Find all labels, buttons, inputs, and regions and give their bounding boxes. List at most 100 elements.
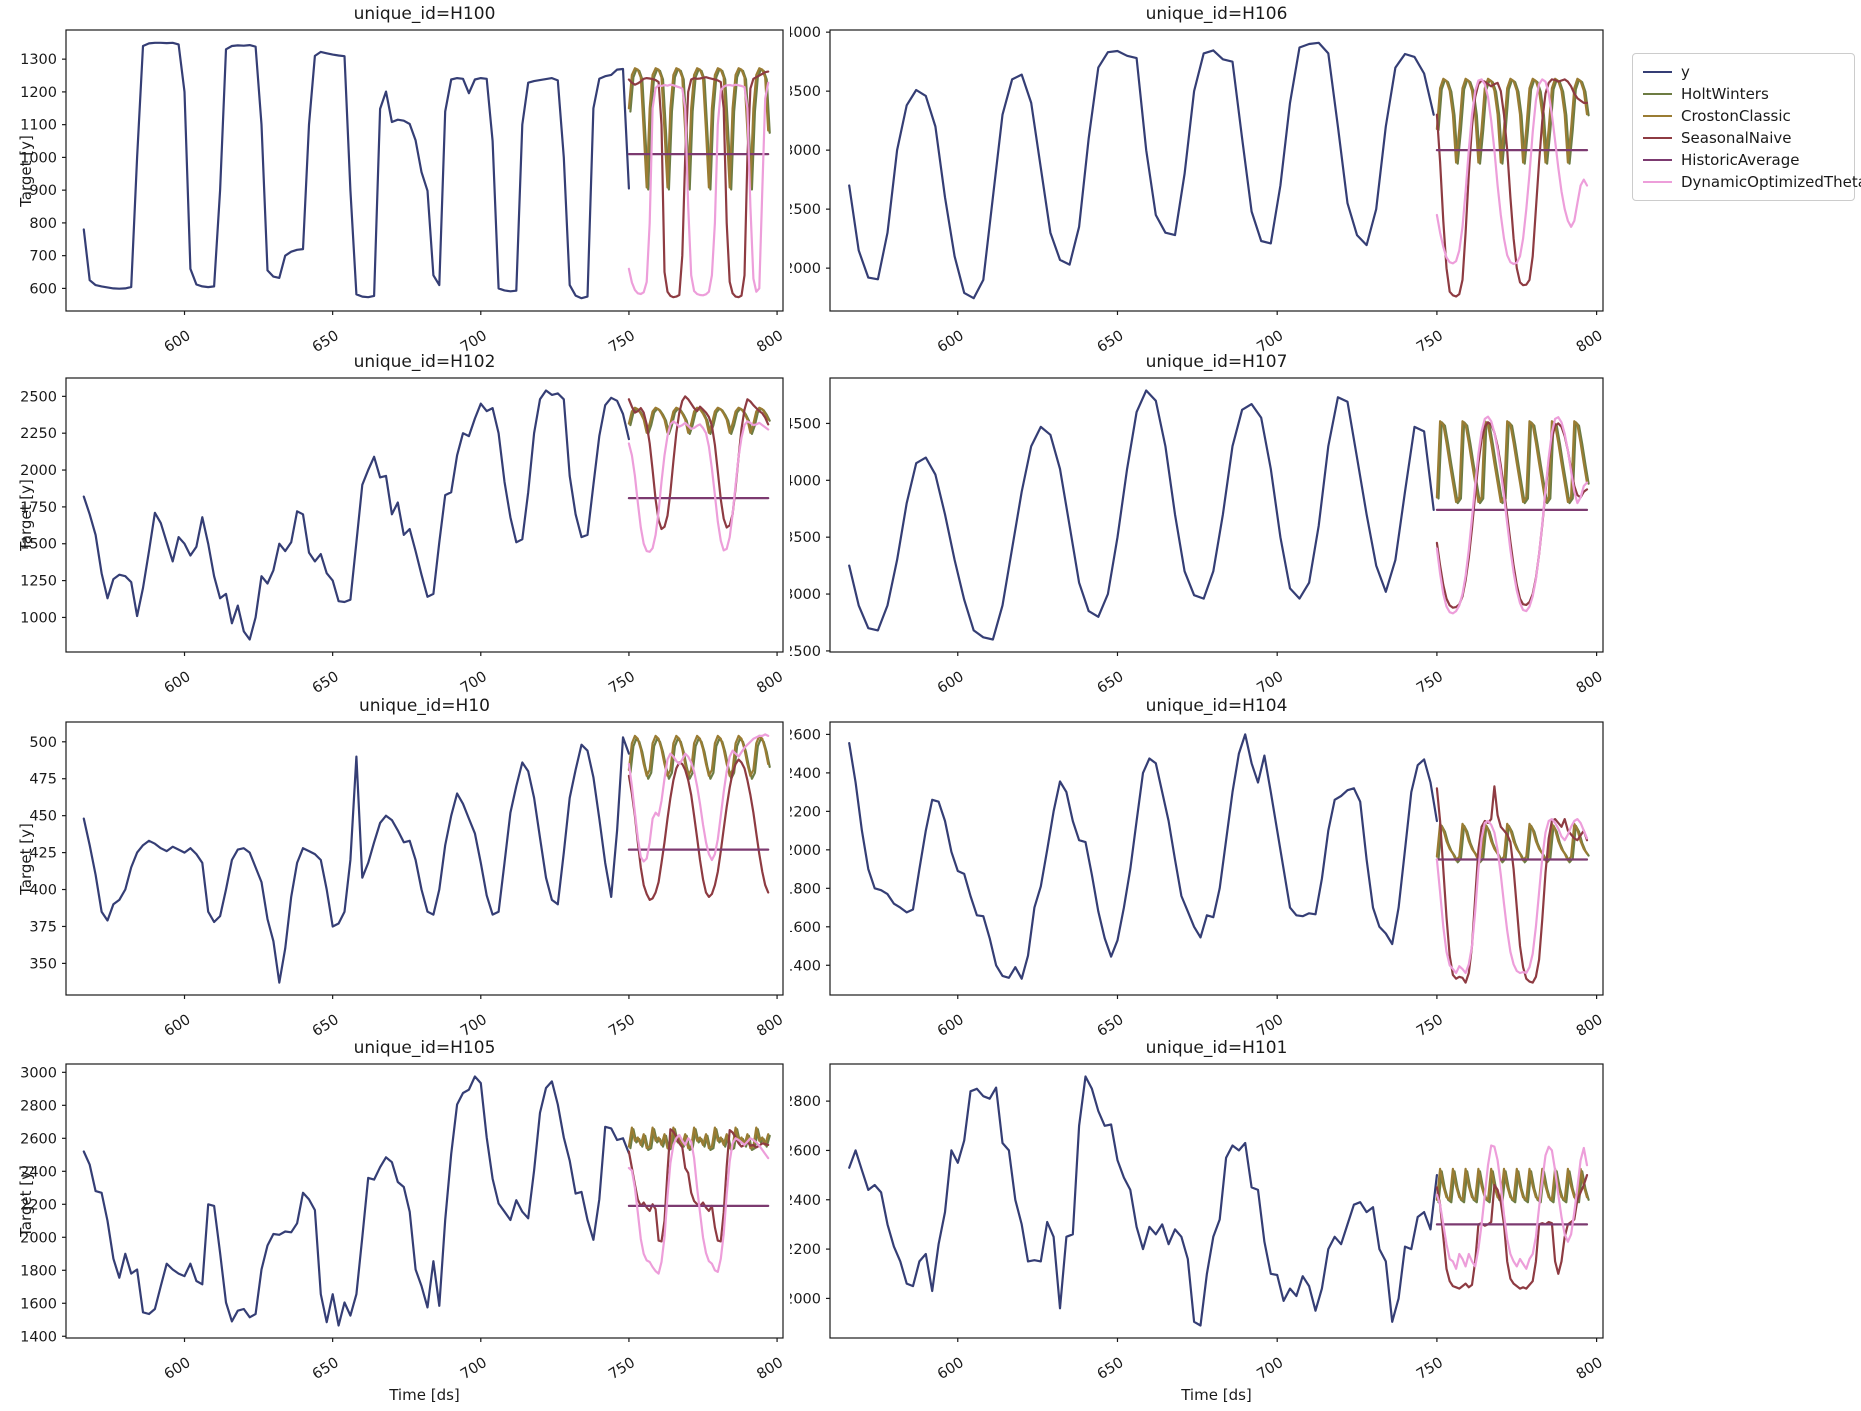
svg-text:1000: 1000 (20, 610, 57, 626)
svg-text:700: 700 (458, 328, 490, 352)
legend-label: SeasonalNaive (1681, 129, 1792, 147)
svg-text:400: 400 (29, 883, 57, 899)
svg-text:650: 650 (310, 328, 342, 352)
panel-title: unique_id=H104 (1145, 696, 1288, 716)
svg-text:2600: 2600 (790, 1143, 821, 1159)
plot-area-h102: 1000 1250 1500 1750 2000 2250 2500 600 650 700 750… (20, 377, 786, 696)
svg-text:700: 700 (458, 669, 490, 696)
y-axis-label: Target [y] (17, 822, 35, 895)
svg-text:3500: 3500 (790, 530, 821, 546)
svg-text:800: 800 (1574, 328, 1606, 352)
svg-text:600: 600 (935, 328, 967, 352)
svg-text:750: 750 (1414, 1012, 1446, 1038)
y-axis-label: Target [y] (17, 479, 35, 551)
svg-text:2400: 2400 (20, 1164, 57, 1180)
panel-title: unique_id=H101 (1145, 1038, 1288, 1058)
svg-text:750: 750 (1414, 669, 1446, 696)
svg-text:1800: 1800 (20, 1263, 57, 1279)
panel-title: unique_id=H107 (1145, 352, 1288, 372)
svg-text:4500: 4500 (790, 416, 821, 432)
plot-area-h10: 350 375 400 425 450 475 500 600 650 700 750 800 (29, 721, 786, 1038)
svg-text:650: 650 (310, 669, 342, 696)
svg-text:450: 450 (29, 809, 57, 825)
legend-line-swatch (1643, 92, 1672, 96)
svg-text:2250: 2250 (20, 426, 57, 442)
panel-title: unique_id=H10 (359, 696, 490, 716)
svg-text:800: 800 (1574, 669, 1606, 696)
legend-line-swatch (1643, 70, 1672, 74)
svg-text:2800: 2800 (20, 1098, 57, 1114)
svg-text:475: 475 (29, 772, 57, 788)
svg-text:600: 600 (162, 328, 194, 352)
svg-text:500: 500 (29, 735, 57, 751)
plot-area-h105: 1400 1600 1800 2000 2200 2400 2600 2800 3000 600 6… (20, 1063, 786, 1383)
panel-h101: 2000 2200 2400 2600 2800 600 650 700 750 800 uniq… (790, 1038, 1621, 1411)
svg-text:650: 650 (1095, 1012, 1127, 1038)
svg-text:650: 650 (1095, 1355, 1127, 1383)
panel-h107: 2500 3000 3500 4000 4500 600 650 700 750 800 uniq… (790, 352, 1621, 696)
svg-text:1250: 1250 (20, 574, 57, 590)
svg-text:750: 750 (606, 328, 638, 352)
svg-text:750: 750 (606, 1355, 638, 1383)
svg-text:2000: 2000 (790, 261, 821, 277)
svg-text:4000: 4000 (790, 473, 821, 489)
svg-text:3000: 3000 (790, 587, 821, 603)
x-axis-label: Time [ds] (389, 1386, 460, 1404)
svg-text:3000: 3000 (790, 143, 821, 159)
legend-line-swatch (1643, 158, 1672, 162)
svg-text:1400: 1400 (20, 1329, 57, 1345)
legend-line-swatch (1643, 114, 1672, 118)
legend-line-swatch (1643, 136, 1672, 140)
svg-text:800: 800 (1574, 1012, 1606, 1038)
svg-text:2000: 2000 (790, 1291, 821, 1307)
svg-text:350: 350 (29, 956, 57, 972)
svg-text:1200: 1200 (20, 85, 57, 101)
svg-text:600: 600 (162, 669, 194, 696)
svg-text:700: 700 (29, 249, 57, 265)
svg-text:700: 700 (1254, 1012, 1286, 1038)
svg-text:600: 600 (162, 1012, 194, 1038)
svg-text:750: 750 (1414, 1355, 1446, 1383)
svg-text:900: 900 (29, 183, 57, 199)
panel-h10: 350 375 400 425 450 475 500 600 650 700 750 800 uni… (0, 696, 790, 1038)
legend: y HoltWinters CrostonClassic SeasonalNai… (1632, 53, 1861, 201)
legend-line-swatch (1643, 180, 1672, 184)
svg-text:2000: 2000 (20, 463, 57, 479)
svg-text:650: 650 (1095, 669, 1127, 696)
svg-text:2800: 2800 (790, 1094, 821, 1110)
svg-text:600: 600 (935, 1355, 967, 1383)
svg-text:650: 650 (310, 1012, 342, 1038)
svg-text:1600: 1600 (20, 1296, 57, 1312)
svg-text:600: 600 (29, 281, 57, 297)
svg-text:1600: 1600 (790, 920, 821, 936)
svg-text:650: 650 (1095, 328, 1127, 352)
legend-item-crostonclassic: CrostonClassic (1643, 105, 1844, 127)
svg-text:700: 700 (1254, 1355, 1286, 1383)
svg-text:2200: 2200 (790, 804, 821, 820)
legend-item-holtwinters: HoltWinters (1643, 83, 1844, 105)
svg-text:375: 375 (29, 919, 57, 935)
legend-item-dynamicoptimizedtheta: DynamicOptimizedTheta (1643, 171, 1861, 193)
svg-text:600: 600 (935, 669, 967, 696)
y-axis-label: Target [y] (17, 1165, 35, 1237)
svg-text:750: 750 (606, 669, 638, 696)
svg-text:1100: 1100 (20, 118, 57, 134)
svg-text:700: 700 (458, 1012, 490, 1038)
legend-item-seasonalnaive: SeasonalNaive (1643, 127, 1844, 149)
svg-text:800: 800 (754, 1012, 786, 1038)
panel-title: unique_id=H102 (353, 352, 496, 372)
plot-area-h101: 2000 2200 2400 2600 2800 600 650 700 750 800 (790, 1063, 1606, 1383)
svg-text:800: 800 (29, 216, 57, 232)
legend-item-historicaverage: HistoricAverage (1643, 149, 1844, 171)
svg-text:3500: 3500 (790, 84, 821, 100)
svg-text:1750: 1750 (20, 500, 57, 516)
svg-text:1300: 1300 (20, 52, 57, 68)
panel-h105: 1400 1600 1800 2000 2200 2400 2600 2800 3000 600 6… (0, 1038, 790, 1411)
svg-text:2200: 2200 (790, 1242, 821, 1258)
svg-text:650: 650 (310, 1355, 342, 1383)
svg-text:700: 700 (458, 1355, 490, 1383)
svg-text:2200: 2200 (20, 1197, 57, 1213)
svg-text:2600: 2600 (790, 727, 821, 743)
legend-label: HoltWinters (1681, 85, 1769, 103)
